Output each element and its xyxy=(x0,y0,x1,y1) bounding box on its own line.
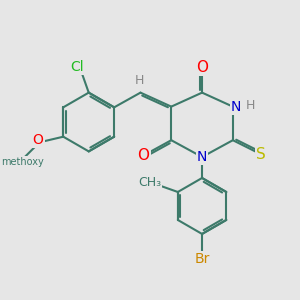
Text: H: H xyxy=(245,99,255,112)
Text: N: N xyxy=(197,150,207,164)
Text: H: H xyxy=(134,74,144,86)
Text: N: N xyxy=(231,100,242,114)
Text: O: O xyxy=(33,133,44,146)
Text: methoxy: methoxy xyxy=(1,157,44,167)
Text: O: O xyxy=(137,148,149,163)
Text: S: S xyxy=(256,147,266,162)
Text: CH₃: CH₃ xyxy=(138,176,161,189)
Text: Cl: Cl xyxy=(71,60,84,74)
Text: Br: Br xyxy=(194,252,210,266)
Text: O: O xyxy=(196,60,208,75)
